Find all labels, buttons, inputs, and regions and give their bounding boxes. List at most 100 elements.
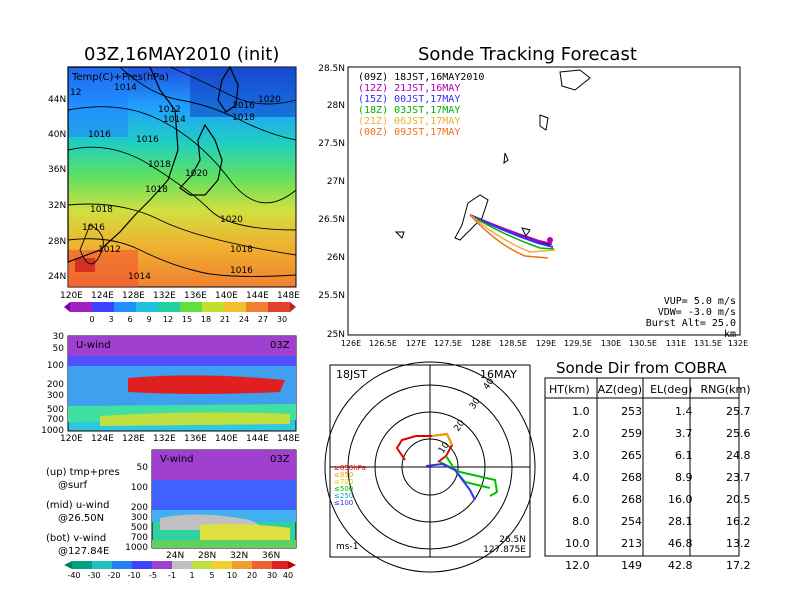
temp-cb-tick: 9: [146, 315, 151, 324]
u-x-tick: 136E: [184, 434, 207, 444]
vup-text: VUP= 5.0 m/s: [663, 296, 736, 307]
map-lat-tick: 40N: [48, 130, 66, 140]
level-entry: ≤850: [334, 471, 354, 479]
track-lat-tick: 27.5N: [318, 139, 345, 149]
u-x-tick: 140E: [215, 434, 238, 444]
u-y-tick: 1000: [41, 426, 64, 436]
table-row: 10.0 213 46.8 13.2: [565, 536, 751, 550]
legend-entry: (09Z) 18JST,16MAY2010: [358, 72, 485, 83]
v-y-tick: 300: [131, 513, 148, 523]
track-lat-tick: 27N: [327, 177, 345, 187]
temp-cb-tick: 30: [277, 315, 287, 324]
legend-entry: (18Z) 03JST,17MAY: [358, 105, 461, 116]
level-entry: ≥850hPa: [334, 464, 366, 472]
temp-cb-tick: 0: [89, 315, 94, 324]
track-lon-tick: 127.5E: [434, 339, 462, 348]
isobar-label: 1014: [114, 83, 137, 93]
col-header: HT(km): [549, 382, 590, 396]
u-panel-time: 03Z: [270, 340, 290, 351]
u-y-tick: 30: [53, 332, 65, 342]
isobar-label: 1014: [128, 272, 151, 282]
v-y-tick: 500: [131, 523, 148, 533]
polar-time: 18JST: [336, 368, 367, 381]
v-cb-tick: -20: [107, 571, 120, 580]
u-x-tick: 128E: [122, 434, 145, 444]
table-row: 2.0 259 3.7 25.6: [572, 426, 751, 440]
v-cb-tick: -5: [149, 571, 157, 580]
v-y-tick: 700: [131, 533, 148, 543]
temp-cb-tick: 24: [239, 315, 249, 324]
u-x-tick: 148E: [277, 434, 300, 444]
isobar-label: 1016: [232, 101, 255, 111]
v-y-tick: 1000: [125, 543, 148, 553]
temp-cb-tick: 27: [258, 315, 268, 324]
table-row: 8.0 254 28.1 16.2: [572, 514, 751, 528]
note-line: @surf: [58, 480, 88, 491]
v-y-tick: 50: [137, 463, 149, 473]
track-lon-tick: 127E: [406, 339, 426, 348]
map-lon-tick: 140E: [215, 291, 238, 301]
isobar-label: 1016: [82, 223, 105, 233]
track-lon-tick: 126E: [341, 339, 361, 348]
v-cb-tick: -10: [127, 571, 140, 580]
v-x-tick: 24N: [166, 551, 184, 561]
level-entry: ≤250: [334, 492, 354, 500]
v-y-tick: 100: [131, 483, 148, 493]
isobar-label: 1014: [163, 115, 186, 125]
tracking-params: VUP= 5.0 m/s VDW= -3.0 m/s Burst Alt= 25…: [634, 296, 736, 340]
polar-plot: 10 20 30 40: [324, 361, 536, 573]
track-lat-tick: 25N: [327, 330, 345, 340]
v-cb-tick: 30: [267, 571, 277, 580]
track-lon-tick: 132E: [728, 339, 748, 348]
temp-cb-tick: 12: [163, 315, 173, 324]
isobar-label: 1018: [230, 245, 253, 255]
note-line: @26.50N: [58, 513, 105, 524]
temp-cb-tick: 18: [201, 315, 211, 324]
note-line: (up) tmp+pres: [46, 467, 120, 478]
note-line: (bot) v-wind: [46, 533, 107, 544]
map-lon-tick: 128E: [122, 291, 145, 301]
u-wind-panel: U-wind 03Z 30 50 100 200 300 500 700 100…: [41, 332, 300, 444]
map-lon-tick: 144E: [246, 291, 269, 301]
map-lat-tick: 24N: [48, 272, 66, 282]
u-x-tick: 144E: [246, 434, 269, 444]
legend-entry: (00Z) 09JST,17MAY: [358, 127, 461, 138]
isobar-label: 1020: [220, 215, 243, 225]
track-lat-tick: 26.5N: [318, 215, 345, 225]
isobar-labels: 12 1014 1012 1016 1020 1016 1018 1014 10…: [70, 83, 281, 282]
isobar-label: 1018: [145, 185, 168, 195]
temp-cb-tick: 6: [127, 315, 132, 324]
track-lon-tick: 126.5E: [369, 339, 397, 348]
u-y-tick: 50: [53, 344, 65, 354]
u-y-tick: 700: [47, 415, 64, 425]
map-lat-tick: 44N: [48, 95, 66, 105]
map-lon-tick: 148E: [277, 291, 300, 301]
track-lat-tick: 26N: [327, 253, 345, 263]
polar-date: 16MAY: [480, 368, 517, 381]
temp-cb-tick: 21: [220, 315, 230, 324]
polar-levels: ≥850hPa ≤850 ≤700 ≤500 ≤250 ≤100: [334, 465, 366, 507]
tracking-legend: (09Z) 18JST,16MAY2010 (12Z) 21JST,16MAY …: [358, 72, 484, 138]
map-lat-tick: 28N: [48, 237, 66, 247]
surface-map: 44N 40N 36N 32N 28N 24N 120E 124E 128E 1…: [48, 65, 300, 324]
v-cb-tick: -30: [87, 571, 100, 580]
legend-entry: (15Z) 00JST,17MAY: [358, 94, 461, 105]
v-cb-tick: 40: [283, 571, 293, 580]
polar-unit: ms-1: [336, 542, 359, 552]
v-cb-tick: 1: [189, 571, 194, 580]
map-lat-tick: 36N: [48, 165, 66, 175]
u-y-tick: 300: [47, 391, 64, 401]
u-x-tick: 132E: [153, 434, 176, 444]
track-lon-tick: 131.5E: [694, 339, 722, 348]
isobar-label: 12: [70, 88, 81, 98]
v-wind-panel: V-wind 03Z 50 100 200 300 500 700 1000 2…: [64, 449, 297, 580]
cobra-title: Sonde Dir from COBRA: [556, 359, 727, 377]
table-row: 1.0 253 1.4 25.7: [572, 404, 751, 418]
legend-entry: (12Z) 21JST,16MAY: [358, 83, 461, 94]
tracking-map: 28.5N 28N 27.5N 27N 26.5N 26N 25.5N 25N …: [318, 64, 748, 348]
u-y-tick: 500: [47, 405, 64, 415]
v-cb-tick: -1: [168, 571, 176, 580]
note-line: @127.84E: [58, 546, 110, 557]
map-lon-tick: 132E: [153, 291, 176, 301]
cobra-table: HT(km) AZ(deg) EL(deg) RNG(km) 1.0 253 1.4…: [545, 378, 755, 576]
